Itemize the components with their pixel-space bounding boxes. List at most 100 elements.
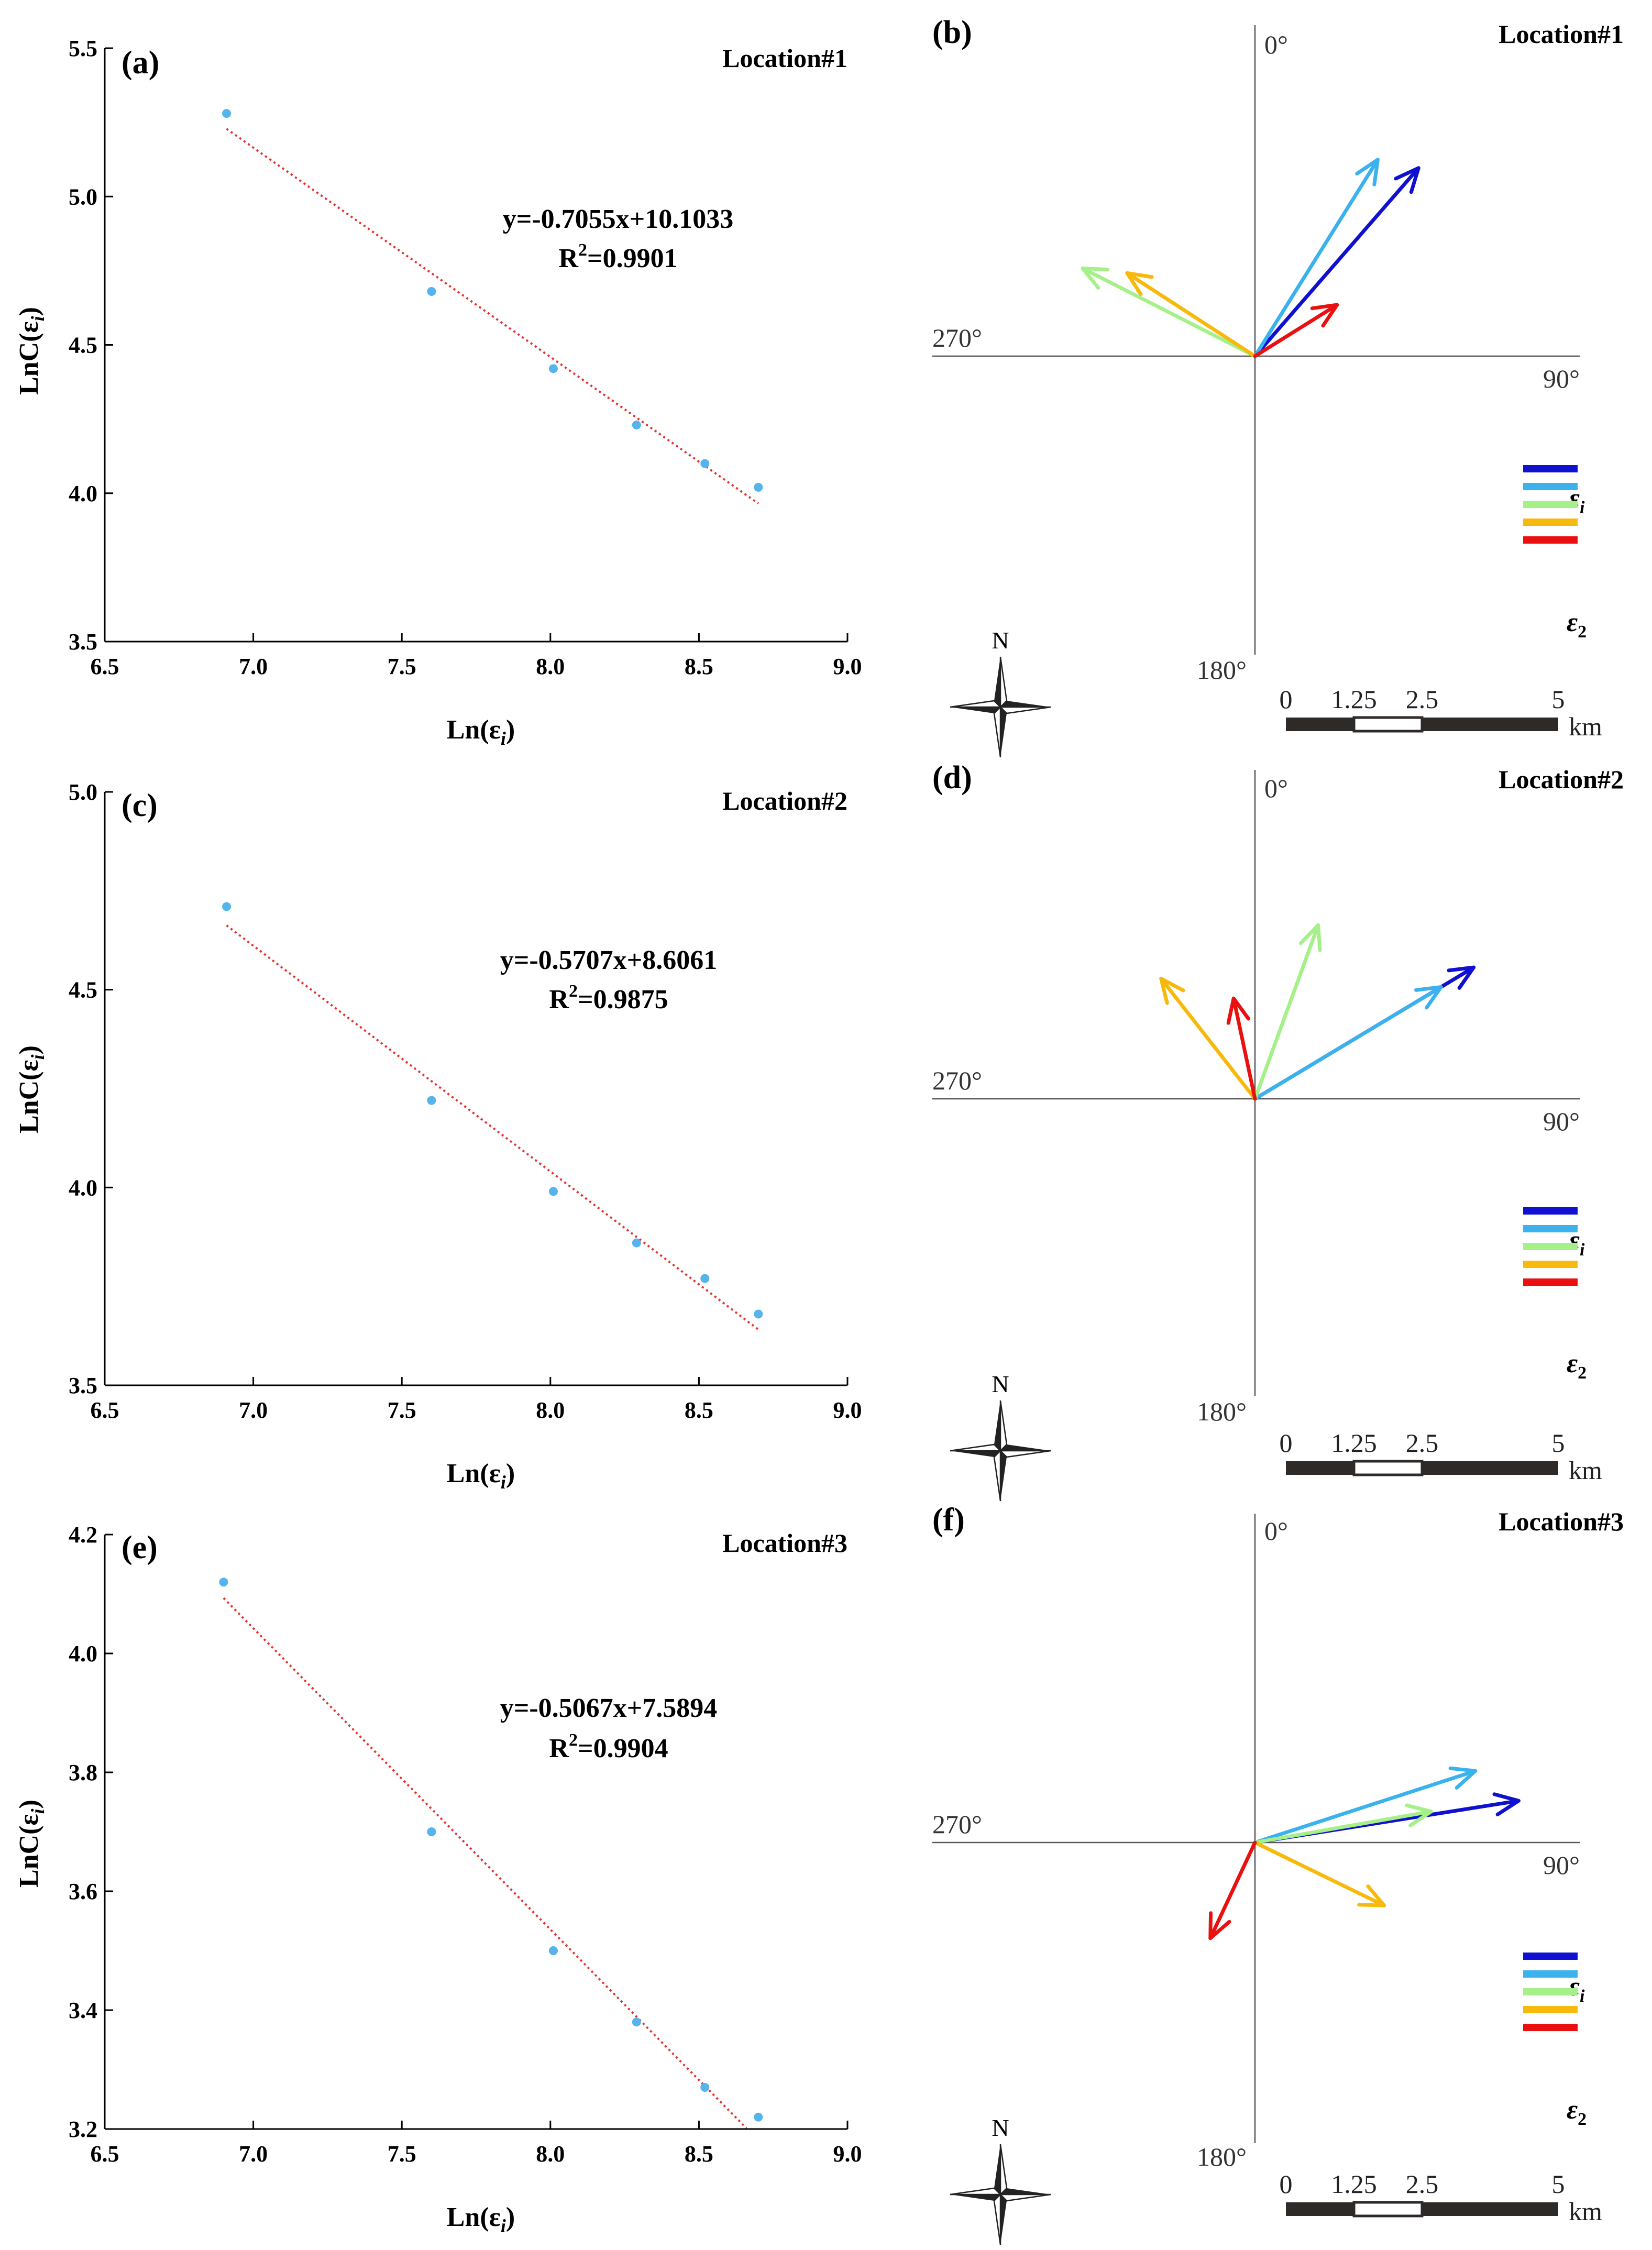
compass-north-label: N (992, 627, 1009, 654)
panel-label-e: (e) (122, 1530, 158, 1565)
scale-label: 5 (1552, 2169, 1565, 2199)
data-point-c (427, 1096, 436, 1105)
x-axis-label-e: Ln(εi) (447, 2202, 515, 2236)
y-tick-label-e: 4.0 (69, 1641, 97, 1667)
y-tick-label-a: 5.0 (69, 184, 97, 209)
plot-ticks-e: 6.5 7.0 7.5 8.0 8.5 9.0 3.2 3.4 3.6 3.8 4.0 4.2 (69, 1522, 862, 2167)
data-point-e (632, 2017, 641, 2027)
scale-segment (1422, 1461, 1558, 1475)
location-title-a: Location#1 (722, 43, 847, 73)
panel-label-c: (c) (122, 788, 158, 823)
x-tick-label-c: 7.5 (388, 1397, 416, 1423)
x-tick-label-e: 7.0 (239, 2141, 268, 2167)
y-tick-label-c: 4.5 (69, 977, 97, 1003)
scale-segment (1286, 718, 1354, 731)
scale-unit-label: km (1569, 2197, 1602, 2226)
north-arrow-b: N (950, 627, 1051, 758)
x-tick-label-a: 8.0 (536, 654, 565, 679)
degree-0-b: 0° (1264, 30, 1288, 59)
degree-90-b: 90° (1543, 364, 1580, 393)
legend-swatch-f (1523, 2024, 1578, 2031)
scale-label: 2.5 (1406, 2169, 1439, 2199)
rose-panel-d: (d) Location#2 0° 270° 90° 180° εi ε2 N … (932, 760, 1624, 1502)
compass-point-north-right (999, 1400, 1008, 1453)
legend-swatch-b (1523, 501, 1578, 508)
y-tick-label-c: 3.5 (69, 1373, 97, 1398)
fit-equation-c: y=-0.5707x+8.6061 (500, 945, 718, 975)
scale-segment (1422, 2202, 1558, 2216)
scale-segment (1422, 718, 1558, 731)
data-point-a (222, 109, 232, 118)
y-tick-label-c: 4.0 (69, 1175, 97, 1200)
degree-180-b: 180° (1197, 655, 1247, 685)
scale-label: 0 (1280, 2169, 1293, 2199)
legend-bottom-label-f: ε2 (1567, 2095, 1587, 2129)
compass-point-south-left (993, 1449, 1001, 1502)
legend-swatch-b (1523, 536, 1578, 544)
x-tick-label-a: 9.0 (833, 654, 862, 679)
compass-point-east-top (1000, 2188, 1051, 2194)
scale-bar-d: 0 1.25 2.5 5km (1280, 1428, 1603, 1485)
data-point-c (632, 1238, 641, 1248)
compass-point-north-left (994, 657, 1000, 707)
r-squared-c: R2=0.9875 (549, 981, 668, 1014)
scale-bar-f: 0 1.25 2.5 5km (1280, 2169, 1603, 2226)
vector-arrowhead-f-1 (1492, 1792, 1521, 1816)
y-tick-label-a: 4.0 (69, 481, 97, 506)
data-point-c (700, 1274, 710, 1283)
degree-90-d: 90° (1543, 1107, 1580, 1136)
vector-line-f-2 (1253, 1769, 1478, 1845)
x-tick-label-e: 9.0 (833, 2141, 862, 2167)
compass-point-north-right (999, 2144, 1008, 2197)
fit-equation-e: y=-0.5067x+7.5894 (500, 1693, 718, 1723)
compass-point-north-left (994, 1400, 1000, 1451)
compass-point-north-right (999, 656, 1008, 709)
vector-line-b-4 (1125, 271, 1257, 358)
data-point-e (427, 1827, 436, 1836)
data-point-c (548, 1187, 558, 1196)
compass-north-label: N (992, 2114, 1009, 2141)
compass-point-south-right (1000, 1451, 1007, 1501)
scale-bar-b: 0 1.25 2.5 5km (1280, 685, 1603, 741)
vector-arrowhead-f-4 (1357, 1884, 1386, 1907)
legend-swatch-b (1523, 519, 1578, 526)
scale-unit-label: km (1569, 712, 1602, 741)
degree-0-f: 0° (1264, 1516, 1288, 1546)
x-tick-label-e: 6.5 (91, 2141, 119, 2167)
degree-270-b: 270° (932, 323, 982, 352)
x-tick-label-e: 8.0 (536, 2141, 565, 2167)
y-tick-label-e: 3.2 (69, 2116, 97, 2142)
plot-ticks-a: 6.5 7.0 7.5 8.0 8.5 9.0 3.5 4.0 4.5 5.0 5.5 (69, 36, 862, 679)
location-title-e: Location#3 (722, 1528, 847, 1558)
data-point-c (754, 1309, 763, 1319)
panel-label-b: (b) (932, 15, 972, 50)
rose-vectors-b (1081, 158, 1420, 358)
legend-swatch-f (1523, 2006, 1578, 2013)
data-point-e (754, 2112, 763, 2122)
scatter-panel-a: (a) Location#1 6.5 7.0 7.5 8.0 8.5 9.0 3.5 4.0 4… (14, 36, 862, 749)
data-point-a (700, 459, 710, 468)
vector-arrowhead-b-2 (1355, 158, 1380, 186)
vector-arrowhead-d-5 (1226, 996, 1251, 1025)
vector-line-b-5 (1253, 303, 1339, 358)
x-tick-label-a: 7.5 (388, 654, 416, 679)
legend-bottom-label-b: ε2 (1567, 608, 1587, 642)
scatter-panel-c: (c) Location#2 6.5 7.0 7.5 8.0 8.5 9.0 3.5 4.0 4… (14, 779, 862, 1493)
location-title-b: Location#1 (1499, 19, 1624, 49)
compass-point-east-bottom (998, 706, 1051, 714)
vector-line-f-3 (1253, 1810, 1433, 1845)
north-arrow-f: N (950, 2114, 1051, 2245)
plot-ticks-c: 6.5 7.0 7.5 8.0 8.5 9.0 3.5 4.0 4.5 5.0 (69, 779, 862, 1423)
vector-arrowhead-b-4 (1125, 271, 1154, 296)
plot-marks-a (222, 109, 763, 504)
fit-line-a (226, 128, 759, 504)
x-tick-label-e: 7.5 (388, 2141, 416, 2167)
data-point-e (548, 1946, 558, 1955)
degree-180-d: 180° (1197, 1397, 1247, 1426)
y-axis-label-c: LnC(εi) (14, 1045, 48, 1133)
compass-point-east-top (1000, 1444, 1051, 1451)
r-squared-e: R2=0.9904 (549, 1730, 668, 1763)
compass-point-east-top (1000, 701, 1051, 707)
scale-segment (1286, 2202, 1354, 2216)
vector-arrowhead-d-2 (1414, 985, 1443, 1010)
